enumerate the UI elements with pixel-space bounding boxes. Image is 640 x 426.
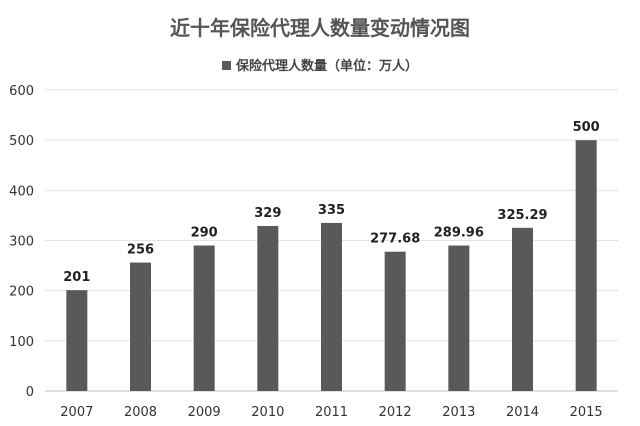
bar [512, 227, 533, 391]
data-label: 277.68 [370, 232, 420, 247]
x-tick-label: 2009 [188, 405, 221, 420]
data-label: 201 [63, 270, 90, 285]
bar [384, 251, 406, 391]
data-label: 500 [573, 120, 600, 135]
x-tick-label: 2010 [251, 405, 284, 420]
x-tick-label: 2007 [60, 405, 93, 420]
x-tick-label: 2012 [379, 405, 412, 420]
bar [193, 245, 215, 391]
bar [321, 222, 342, 391]
x-tick-label: 2011 [315, 405, 348, 420]
legend: 保险代理人数量（单位：万人） [0, 55, 640, 74]
bar [448, 245, 470, 391]
x-tick-label: 2013 [442, 405, 475, 420]
x-tick-label: 2008 [124, 405, 157, 420]
chart-title: 近十年保险代理人数量变动情况图 [170, 16, 470, 40]
x-tick-label: 2014 [506, 405, 539, 420]
y-tick-label: 500 [9, 134, 34, 149]
y-tick-label: 200 [9, 285, 34, 300]
bar [130, 262, 151, 391]
data-label: 290 [191, 226, 218, 241]
legend-swatch [221, 61, 231, 70]
data-label: 325.29 [497, 208, 547, 223]
data-label: 335 [318, 203, 345, 218]
y-tick-label: 0 [26, 385, 34, 400]
y-tick-label: 600 [9, 84, 34, 99]
data-label: 329 [254, 206, 281, 221]
x-tick-label: 2015 [570, 405, 603, 420]
y-tick-label: 100 [9, 335, 34, 350]
y-tick-label: 300 [9, 235, 34, 250]
y-tick-label: 400 [9, 184, 34, 199]
data-label: 256 [127, 243, 154, 258]
bar [575, 140, 597, 391]
bar [66, 290, 88, 391]
bar [257, 225, 279, 391]
data-label: 289.96 [434, 226, 484, 241]
legend-label: 保险代理人数量（单位：万人） [235, 59, 418, 74]
